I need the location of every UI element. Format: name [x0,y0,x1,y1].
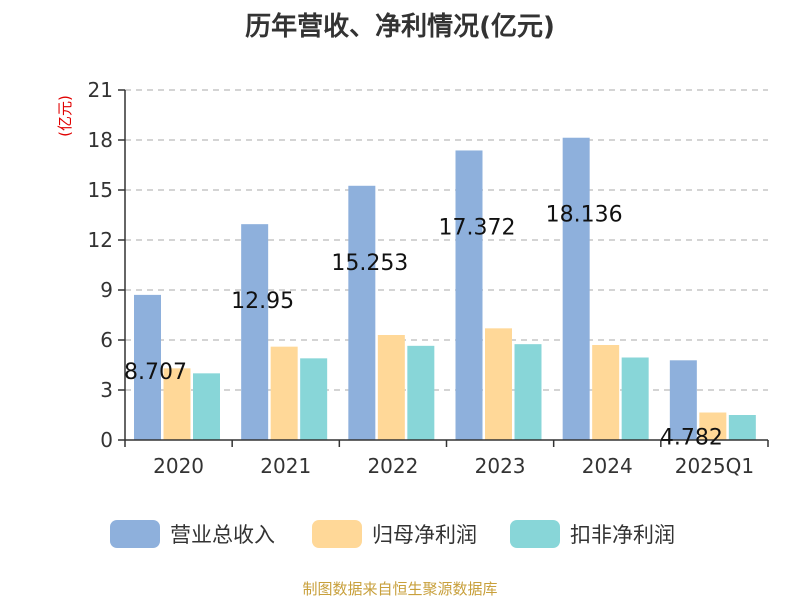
data-label: 12.95 [231,289,294,314]
data-label: 17.372 [439,215,516,240]
x-tick-label: 2022 [367,454,418,478]
bar [407,345,435,440]
bar [270,346,298,440]
bar [348,185,376,440]
x-tick-label: 2023 [475,454,526,478]
data-label: 18.136 [546,203,623,228]
y-tick-label: 6 [100,328,113,352]
bar [592,345,620,440]
legend-label: 归母净利润 [372,523,477,547]
x-axis: 2020 2021 2022 2023 2024 2025Q1 [124,439,769,478]
y-tick-label: 0 [100,428,113,452]
bar [455,150,483,440]
legend-swatch [110,520,160,548]
legend: 营业总收入 归母净利润 扣非净利润 [110,520,675,548]
bar [669,360,697,440]
y-tick-label: 9 [100,278,113,302]
data-label: 8.707 [124,360,187,385]
y-tick-label: 12 [88,228,113,252]
data-labels: 8.707 12.95 15.253 17.372 18.136 4.782 [124,203,723,451]
y-tick-label: 15 [88,178,113,202]
x-tick-label: 2020 [153,454,204,478]
bar [621,357,649,440]
bar [699,412,727,440]
x-tick-label: 2025Q1 [675,454,754,478]
bar [485,328,512,440]
bar [241,224,269,440]
y-tick-label: 3 [100,378,113,402]
legend-swatch [510,520,560,548]
y-tick-label: 18 [88,128,113,152]
x-tick-label: 2024 [582,454,633,478]
bar [377,335,405,440]
y-tick-label: 21 [88,78,113,102]
bar [134,294,161,440]
data-label: 4.782 [660,425,723,450]
bar [300,358,328,440]
x-tick-label: 2021 [260,454,311,478]
bar [728,415,756,440]
bar [163,368,191,440]
source-note: 制图数据来自恒生聚源数据库 [302,580,498,598]
legend-label: 扣非净利润 [570,523,675,547]
bars [134,137,756,440]
bar [193,373,220,440]
legend-label: 营业总收入 [170,523,275,547]
bar [514,344,542,440]
data-label: 15.253 [331,251,408,276]
legend-swatch [312,520,362,548]
y-axis: 0 3 6 9 12 15 18 21 [88,78,126,452]
bar [562,137,590,440]
grid-lines [125,89,768,391]
y-axis-unit-label: (亿元) [56,95,74,137]
chart-title: 历年营收、净利情况(亿元) [245,12,555,42]
